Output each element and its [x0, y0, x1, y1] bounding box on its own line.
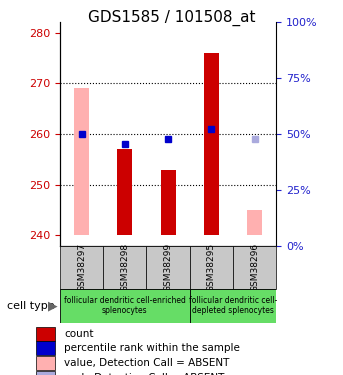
Text: value, Detection Call = ABSENT: value, Detection Call = ABSENT [64, 358, 230, 368]
Text: follicular dendritic cell-
depleted splenocytes: follicular dendritic cell- depleted sple… [189, 296, 277, 315]
Bar [103, 246, 146, 289]
Bar [247, 210, 262, 236]
Bar [36, 356, 55, 370]
Bar [36, 341, 55, 355]
Text: GSM38296: GSM38296 [250, 243, 259, 292]
Text: GSM38297: GSM38297 [77, 243, 86, 292]
Bar [36, 327, 55, 341]
Bar [60, 246, 103, 289]
Bar [190, 289, 276, 322]
Bar [74, 88, 89, 236]
Text: percentile rank within the sample: percentile rank within the sample [64, 343, 240, 353]
Bar [36, 371, 55, 375]
Bar [146, 246, 190, 289]
Bar [204, 53, 219, 236]
Text: follicular dendritic cell-enriched
splenocytes: follicular dendritic cell-enriched splen… [64, 296, 186, 315]
Text: GSM38299: GSM38299 [164, 243, 173, 292]
Bar [190, 246, 233, 289]
Bar [60, 289, 190, 322]
Bar [161, 170, 176, 236]
Text: count: count [64, 329, 94, 339]
Text: cell type: cell type [7, 301, 55, 310]
Bar [233, 246, 276, 289]
Text: GSM38295: GSM38295 [207, 243, 216, 292]
Text: ▶: ▶ [48, 299, 58, 312]
Bar [117, 149, 132, 236]
Text: rank, Detection Call = ABSENT: rank, Detection Call = ABSENT [64, 373, 225, 375]
Text: GDS1585 / 101508_at: GDS1585 / 101508_at [88, 9, 255, 26]
Text: GSM38298: GSM38298 [120, 243, 129, 292]
